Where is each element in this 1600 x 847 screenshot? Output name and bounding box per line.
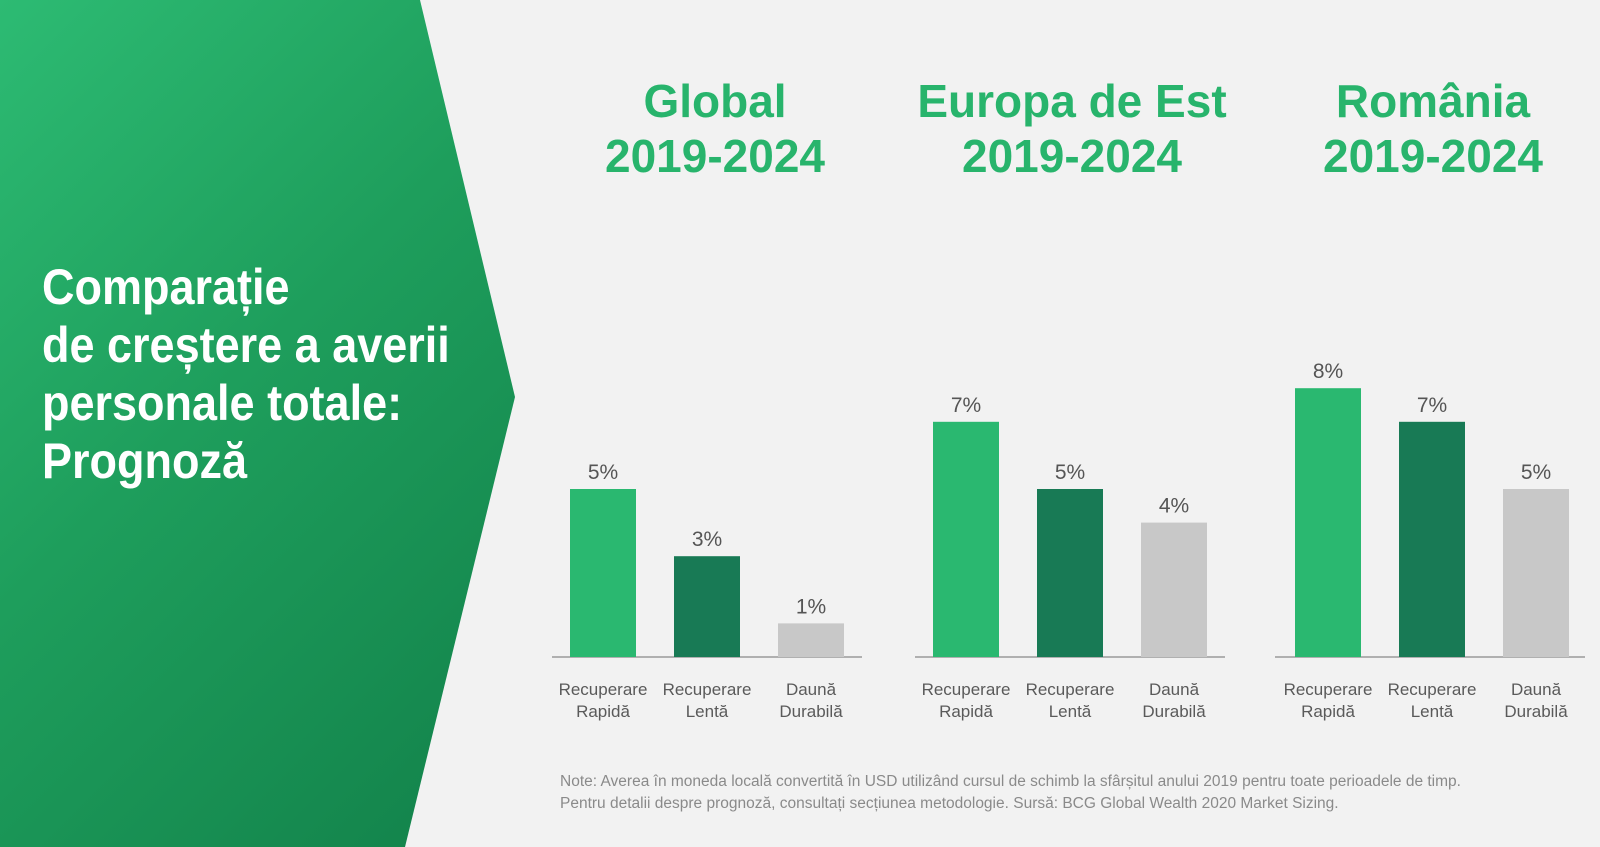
category-label: Lentă [1049,702,1092,721]
bar [1295,388,1361,657]
category-label: Lentă [1411,702,1454,721]
panel-title: Global [643,75,786,127]
category-label: Rapidă [1301,702,1355,721]
panel-title: 2019-2024 [1323,130,1543,182]
bar-value-label: 7% [1417,394,1447,417]
bar-value-label: 4% [1159,495,1189,518]
category-label: Daună [1511,680,1562,699]
main-title: Comparație de creștere a averii personal… [42,258,456,490]
bar [933,421,999,657]
bar [1037,489,1103,657]
category-label: Lentă [686,702,729,721]
bar [1399,421,1465,657]
bar-value-label: 5% [1521,461,1551,484]
main-title-line: personale totale: [42,375,403,431]
panel-title: Europa de Est [917,75,1226,127]
category-label: Durabilă [1504,702,1568,721]
panel-title: 2019-2024 [962,130,1182,182]
main-title-line: de creștere a averii [42,317,450,373]
bar [778,623,844,657]
category-label: Daună [1149,680,1200,699]
category-label: Recuperare [559,680,648,699]
category-label: Recuperare [1026,680,1115,699]
footnote-line: Pentru detalii despre prognoză, consulta… [560,795,1339,812]
panel-title: 2019-2024 [605,130,825,182]
title-panel [0,0,515,847]
bar-value-label: 5% [588,461,618,484]
main-title-line: Prognoză [42,433,248,489]
category-label: Durabilă [1142,702,1206,721]
category-label: Durabilă [779,702,843,721]
category-label: Rapidă [576,702,630,721]
bar-value-label: 1% [796,595,826,618]
category-label: Recuperare [1388,680,1477,699]
bar-value-label: 8% [1313,360,1343,383]
category-label: Daună [786,680,837,699]
footnote-line: Note: Averea în moneda locală convertită… [560,773,1461,790]
bar-value-label: 3% [692,528,722,551]
category-label: Rapidă [939,702,993,721]
bar [674,556,740,657]
main-title-line: Comparație [42,259,290,315]
category-label: Recuperare [1284,680,1373,699]
category-label: Recuperare [922,680,1011,699]
bar-value-label: 5% [1055,461,1085,484]
panel-title: România [1336,75,1531,127]
bar [1141,522,1207,657]
bar-value-label: 7% [951,394,981,417]
bar [570,489,636,657]
category-label: Recuperare [663,680,752,699]
bar [1503,489,1569,657]
footnote: Note: Averea în moneda locală convertită… [560,771,1570,815]
